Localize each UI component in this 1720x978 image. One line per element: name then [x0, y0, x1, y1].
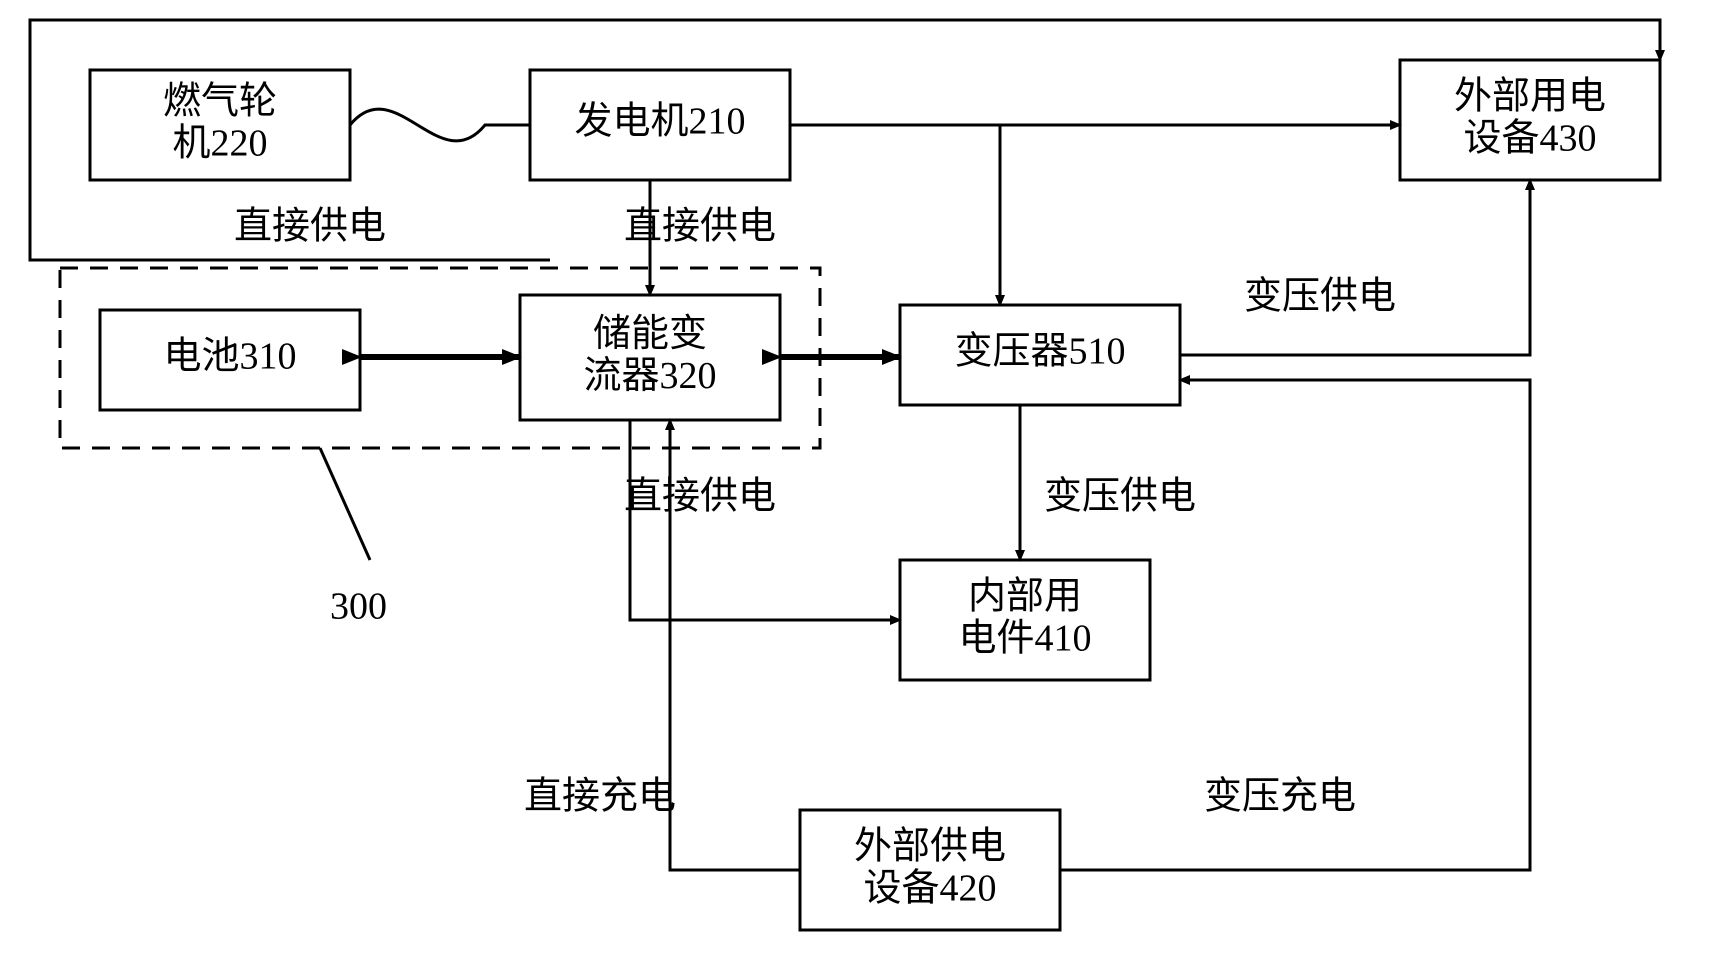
edge-trans-to-ext-up: [1180, 180, 1530, 355]
node-converter-line2: 流器320: [583, 355, 716, 397]
edge-label-trans_to_ext: 变压供电: [1244, 276, 1396, 318]
edge-label-top_to_ext: 直接供电: [234, 206, 386, 248]
node-transformer: 变压器510: [900, 305, 1180, 405]
node-converter: 储能变流器320: [520, 295, 780, 420]
node-internal_device-line2: 电件410: [958, 618, 1091, 660]
group-leader-line: [320, 448, 370, 560]
node-generator: 发电机210: [530, 70, 790, 180]
node-gas_turbine-line2: 机220: [172, 123, 267, 165]
node-ext_supply-line2: 设备420: [863, 868, 996, 910]
edge-gas-to-gen-wave: [350, 109, 530, 141]
node-transformer-label: 变压器510: [954, 331, 1125, 373]
node-internal_device: 内部用电件410: [900, 560, 1150, 680]
node-internal_device-line1: 内部用: [968, 576, 1082, 618]
node-gas_turbine-line1: 燃气轮: [163, 81, 277, 123]
edge-label-conv_to_internal: 直接供电: [624, 476, 776, 518]
node-ext_device: 外部用电设备430: [1400, 60, 1660, 180]
node-battery-label: 电池310: [163, 336, 296, 378]
group-ref-label: 300: [330, 586, 387, 628]
edge-label-extsup_to_conv: 直接充电: [524, 776, 676, 818]
node-ext_device-line1: 外部用电: [1454, 76, 1606, 118]
node-gas_turbine: 燃气轮机220: [90, 70, 350, 180]
edge-label-gen_to_conv: 直接供电: [624, 206, 776, 248]
edge-label-extsup_to_trans: 变压充电: [1204, 776, 1356, 818]
node-battery: 电池310: [100, 310, 360, 410]
node-generator-label: 发电机210: [574, 101, 745, 143]
edge-label-trans_to_internal: 变压供电: [1044, 476, 1196, 518]
node-converter-line1: 储能变: [593, 313, 707, 355]
flowchart-canvas: 燃气轮机220 发电机210 外部用电设备430 电池310 储能变流器320 变压器51…: [0, 0, 1720, 978]
node-ext_device-line2: 设备430: [1463, 118, 1596, 160]
node-ext_supply-line1: 外部供电: [854, 826, 1006, 868]
node-ext_supply: 外部供电设备420: [800, 810, 1060, 930]
